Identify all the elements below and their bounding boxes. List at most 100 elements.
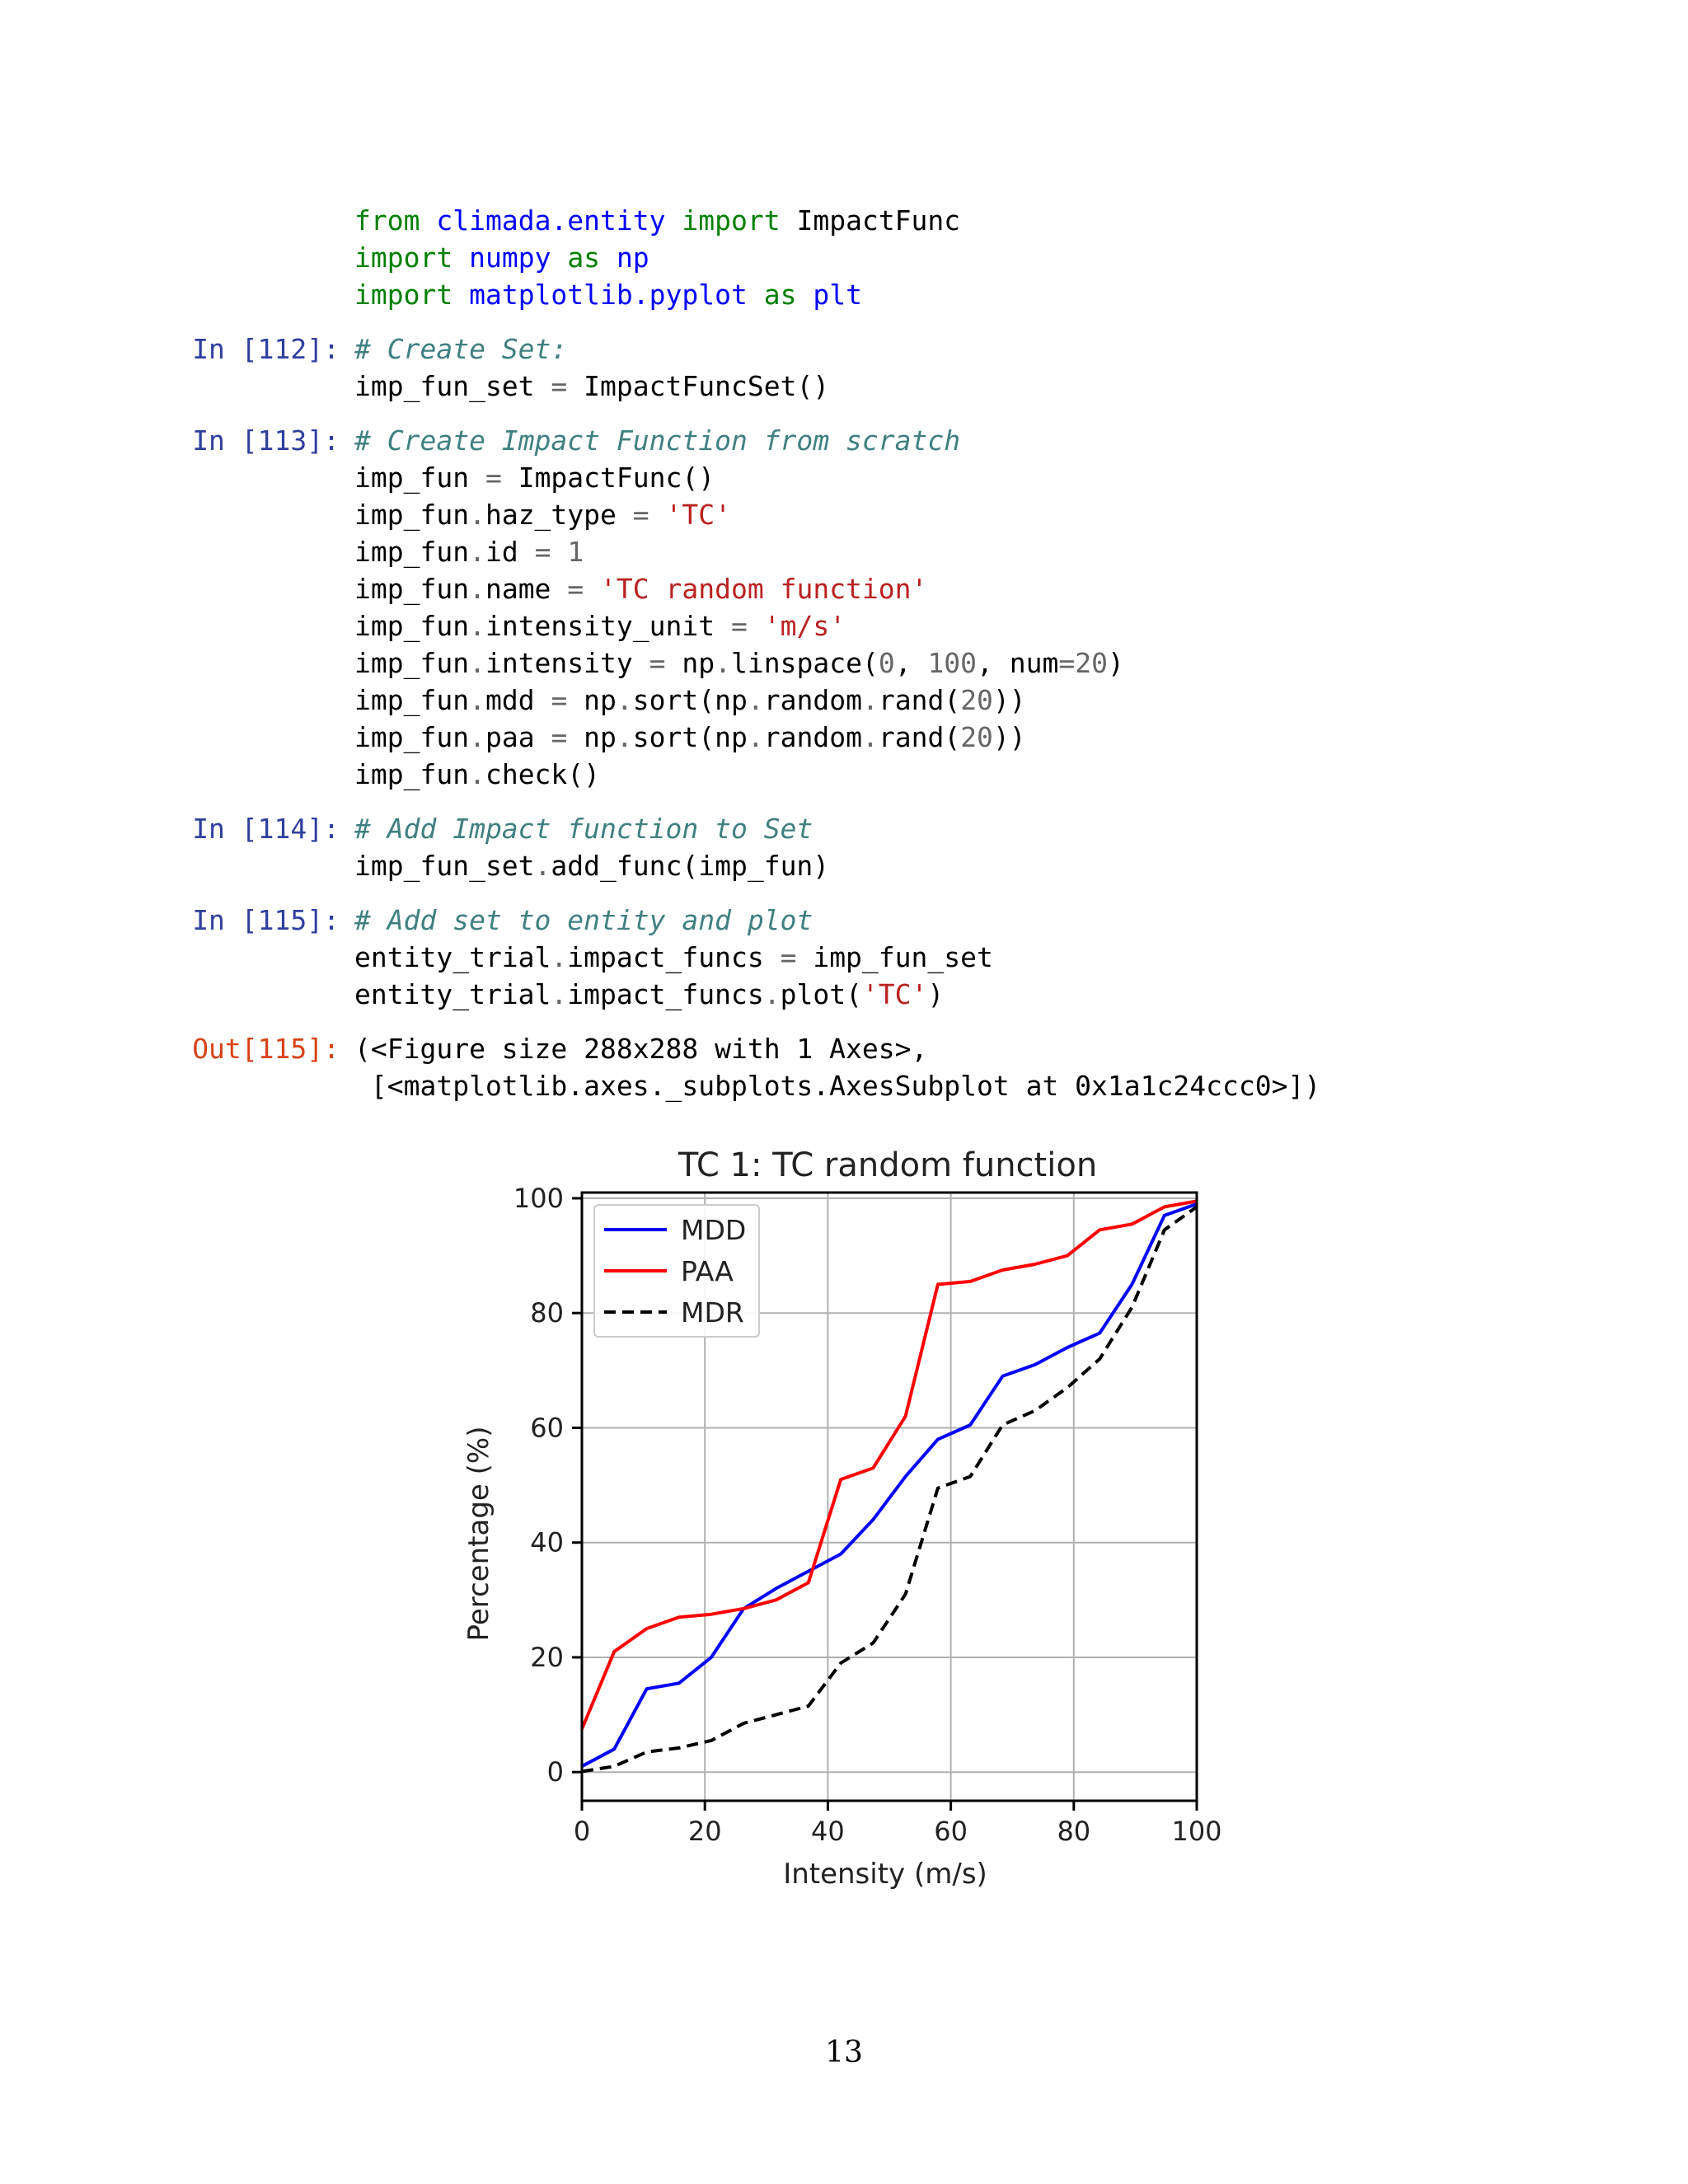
code-token: .: [551, 978, 568, 1010]
code-line: # Create Set:: [354, 330, 567, 368]
code-line: # Add Impact function to Set: [354, 810, 813, 847]
code-line: import matplotlib.pyplot as plt: [354, 276, 862, 313]
y-tick-label: 0: [547, 1756, 564, 1788]
code-token: import: [354, 279, 453, 311]
code-token: 20: [960, 684, 993, 716]
code-token: =: [730, 610, 748, 642]
code-token: rand(: [878, 721, 961, 753]
code-token: linspace(: [731, 647, 879, 679]
in-prompt-4: In [115]:: [192, 904, 340, 936]
code-token: np: [665, 647, 715, 679]
x-tick-label: 20: [688, 1816, 722, 1847]
code-token: rand(: [878, 684, 961, 716]
code-token: .: [469, 536, 485, 568]
code-token: imp_fun: [354, 499, 470, 531]
code-token: # Add Impact function to Set: [354, 813, 814, 845]
code-token: random: [763, 684, 862, 716]
output-line: [<matplotlib.axes._subplots.AxesSubplot …: [354, 1067, 1320, 1104]
code-token: .: [469, 684, 485, 716]
axes-frame: [580, 1191, 1198, 1802]
code-token: climada.entity: [436, 204, 666, 237]
code-line: from climada.entity import ImpactFunc: [354, 202, 960, 239]
x-tick-label: 60: [934, 1816, 968, 1847]
code-token: # Create Set:: [354, 333, 568, 365]
y-tick-label: 20: [530, 1642, 564, 1673]
code-token: np: [567, 721, 617, 753]
y-axis-label: Percentage (%): [462, 1427, 495, 1642]
code-line: imp_fun.intensity_unit = 'm/s': [354, 607, 846, 644]
code-token: .: [534, 850, 551, 882]
code-token: 'm/s': [763, 610, 846, 642]
code-token: [<matplotlib.axes._subplots.AxesSubplot …: [354, 1070, 1321, 1102]
x-tick-label: 80: [1057, 1816, 1090, 1847]
code-token: .: [469, 647, 485, 679]
in-prompt-1: In [112]:: [192, 333, 340, 365]
code-token: imp_fun: [354, 573, 470, 605]
code-token: )): [992, 684, 1026, 716]
code-token: id: [485, 536, 535, 568]
code-token: imp_fun: [354, 462, 485, 494]
code-token: 'TC random function': [600, 573, 928, 605]
code-token: 'TC': [861, 978, 928, 1010]
code-token: .: [861, 684, 879, 716]
code-token: imp_fun: [354, 758, 470, 790]
code-token: imp_fun: [354, 684, 470, 716]
code-line: import numpy as np: [354, 239, 649, 276]
code-token: imp_fun: [354, 536, 470, 568]
y-tick-label: 40: [530, 1527, 564, 1558]
code-token: =: [485, 462, 502, 494]
code-line: imp_fun.intensity = np.linspace(0, 100, …: [354, 644, 1124, 682]
code-token: .: [763, 978, 781, 1010]
code-token: imp_fun: [354, 721, 470, 753]
code-token: 100: [927, 647, 978, 679]
code-token: mdd: [485, 684, 551, 716]
code-line: imp_fun_set = ImpactFuncSet(): [354, 368, 829, 405]
code-token: .: [616, 684, 633, 716]
code-token: 20: [960, 721, 993, 753]
legend-label-paa: PAA: [681, 1255, 734, 1287]
code-line: entity_trial.impact_funcs = imp_fun_set: [354, 939, 993, 976]
code-token: haz_type: [485, 499, 633, 531]
code-token: imp_fun_set: [354, 370, 551, 402]
code-token: # Add set to entity and plot: [354, 904, 814, 936]
code-token: np: [616, 241, 649, 274]
code-line: # Create Impact Function from scratch: [354, 422, 960, 459]
code-token: .: [469, 610, 485, 642]
code-token: .: [469, 721, 485, 753]
code-token: import: [354, 241, 453, 274]
code-token: =: [1058, 647, 1076, 679]
code-token: impact_funcs: [567, 978, 764, 1010]
code-token: as: [567, 241, 601, 274]
code-token: , num: [977, 647, 1059, 679]
code-token: =: [551, 684, 568, 716]
code-line: # Add set to entity and plot: [354, 902, 813, 939]
code-token: =: [780, 941, 797, 973]
code-token: ): [1108, 647, 1124, 679]
code-token: ImpactFuncSet(): [567, 370, 830, 402]
code-token: intensity_unit: [485, 610, 731, 642]
y-tick-label: 80: [530, 1297, 564, 1329]
code-token: ): [927, 978, 945, 1010]
y-tick-label: 100: [513, 1183, 564, 1214]
code-token: =: [649, 647, 666, 679]
code-token: 'TC': [665, 499, 731, 531]
code-token: =: [534, 536, 551, 568]
code-token: )): [992, 721, 1026, 753]
code-token: =: [632, 499, 649, 531]
x-tick-label: 100: [1171, 1816, 1221, 1847]
code-token: add_func(imp_fun): [551, 850, 830, 882]
code-token: matplotlib.pyplot: [469, 279, 748, 311]
code-token: np: [567, 684, 617, 716]
code-token: numpy: [469, 241, 551, 274]
output-line: (<Figure size 288x288 with 1 Axes>,: [354, 1030, 927, 1067]
code-token: .: [747, 721, 764, 753]
page-number: 13: [825, 2036, 863, 2069]
code-token: intensity: [485, 647, 649, 679]
code-token: plt: [813, 279, 862, 311]
code-token: as: [763, 279, 797, 311]
code-token: ,: [894, 647, 928, 679]
code-line: imp_fun.id = 1: [354, 533, 584, 570]
code-token: entity_trial: [354, 941, 551, 973]
code-token: .: [616, 721, 633, 753]
x-tick-label: 40: [811, 1816, 845, 1847]
